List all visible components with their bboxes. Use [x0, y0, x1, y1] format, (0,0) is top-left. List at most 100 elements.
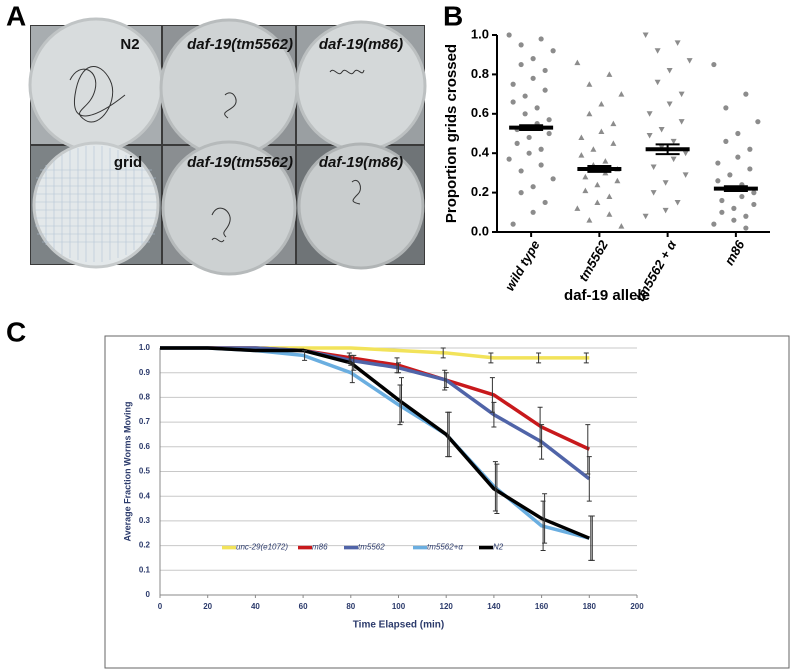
data-point	[646, 111, 653, 117]
data-point	[662, 180, 669, 186]
data-point	[526, 134, 532, 141]
plate	[161, 140, 297, 276]
data-point	[606, 211, 613, 217]
x-tick-label: 140	[487, 602, 501, 611]
data-point	[723, 105, 729, 111]
data-point	[530, 56, 536, 62]
data-point	[510, 221, 516, 227]
y-tick-label: 0	[146, 590, 151, 599]
data-point	[731, 205, 737, 211]
data-point	[658, 127, 665, 133]
data-point	[546, 117, 552, 123]
data-point	[538, 162, 544, 168]
data-point	[506, 32, 512, 38]
data-point	[542, 199, 548, 206]
data-point	[538, 36, 544, 42]
y-tick-label: 0.6	[471, 105, 489, 120]
data-point	[678, 91, 685, 98]
data-point	[578, 134, 585, 140]
photo-caption: daf-19(tm5562)	[187, 154, 293, 171]
data-point	[715, 178, 721, 184]
x-tick-label: m86	[721, 237, 747, 268]
photo-caption: grid	[114, 154, 142, 171]
y-tick-label: 0.2	[471, 184, 489, 199]
y-axis-label: Proportion grids crossed	[443, 44, 460, 223]
y-tick-label: 0.4	[139, 491, 151, 500]
data-point	[719, 197, 725, 204]
x-tick-label: 20	[203, 602, 212, 611]
y-axis-label: Average Fraction Worms Moving	[122, 401, 132, 541]
data-point	[654, 48, 661, 54]
panel-label: B	[443, 0, 463, 31]
data-point	[550, 48, 556, 54]
data-point	[618, 91, 625, 97]
y-tick-label: 0.8	[471, 66, 489, 81]
x-tick-label: 120	[440, 602, 454, 611]
panel-c-frame	[104, 335, 790, 669]
x-tick-label: 100	[392, 602, 406, 611]
x-tick-label: 80	[346, 602, 355, 611]
error-bar	[519, 124, 544, 131]
y-tick-label: 1.0	[139, 343, 151, 352]
data-point	[666, 67, 673, 74]
panel-label: A	[6, 0, 26, 31]
data-point	[510, 99, 516, 105]
x-tick-label: 0	[158, 602, 163, 611]
error-bar	[488, 352, 494, 364]
y-tick-label: 1.0	[471, 26, 489, 41]
error-bar	[586, 456, 592, 502]
data-point	[506, 156, 512, 162]
photo-caption: daf-19(m86)	[319, 154, 403, 171]
data-point	[650, 190, 657, 196]
data-point	[723, 138, 729, 144]
series-line	[160, 346, 591, 481]
error-bar	[446, 411, 452, 458]
data-point	[743, 225, 749, 231]
x-tick-label: 60	[299, 602, 308, 611]
data-point	[747, 166, 753, 172]
data-point	[606, 71, 613, 77]
x-tick-label: tm5562 + α	[632, 237, 679, 304]
photo-caption: daf-19(m86)	[319, 36, 403, 53]
data-point	[606, 193, 613, 200]
data-point	[534, 105, 540, 111]
error-bar	[723, 185, 748, 193]
data-point	[514, 140, 520, 146]
plate	[297, 142, 425, 270]
error-bar	[542, 493, 548, 544]
data-point	[594, 181, 601, 188]
error-bar	[494, 463, 500, 514]
x-tick-label: 200	[630, 602, 644, 611]
data-point	[586, 217, 593, 223]
data-point	[678, 119, 685, 125]
data-point	[586, 110, 593, 117]
x-tick-label: wild type	[502, 238, 543, 294]
worm-tracks	[69, 66, 365, 243]
data-point	[674, 199, 681, 206]
error-bar	[440, 347, 446, 359]
data-point	[666, 101, 673, 107]
data-point	[618, 223, 625, 229]
y-tick-label: 0.3	[139, 516, 151, 525]
data-point	[646, 132, 653, 139]
data-point	[518, 190, 524, 196]
data-point	[518, 168, 524, 174]
error-bar	[399, 377, 404, 423]
data-point	[751, 190, 757, 196]
error-bar	[443, 372, 449, 389]
error-bar	[655, 143, 680, 156]
error-bar	[587, 165, 612, 173]
error-bar	[442, 369, 448, 391]
data-point	[670, 138, 677, 145]
data-point	[550, 176, 556, 182]
data-point	[727, 172, 733, 178]
data-point	[518, 42, 524, 48]
data-point	[530, 75, 536, 81]
y-tick-label: 0.2	[139, 541, 151, 550]
data-point	[602, 158, 609, 164]
y-tick-label: 0.7	[139, 417, 151, 426]
data-point	[546, 130, 552, 137]
legend-label: m86	[312, 543, 328, 552]
x-tick-label: tm5562	[576, 237, 612, 284]
plate	[32, 141, 160, 269]
